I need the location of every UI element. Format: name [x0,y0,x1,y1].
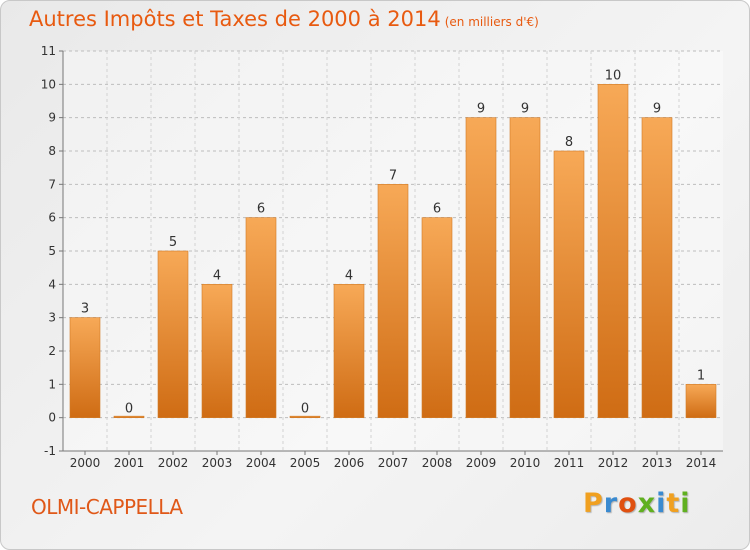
x-tick-label-2004: 2004 [246,456,277,470]
bar-2012 [597,84,629,418]
logo-letter: P [583,488,604,519]
chart-title: Autres Impôts et Taxes de 2000 à 2014 (en… [29,7,539,31]
y-tick-label: 7 [48,177,56,191]
y-tick-label: 9 [48,111,56,125]
chart-title-text: Autres Impôts et Taxes de 2000 à 2014 [29,7,441,31]
y-tick-label: 8 [48,144,56,158]
x-tick-label-2001: 2001 [114,456,145,470]
data-label-2007: 7 [389,168,397,183]
y-tick-label: -1 [44,444,56,458]
x-tick-label-2013: 2013 [642,456,673,470]
y-tick-label: 4 [48,277,56,291]
data-label-2011: 8 [565,135,573,150]
bar-2000 [69,317,101,418]
x-tick-label-2012: 2012 [598,456,629,470]
bar-2014 [685,384,717,418]
data-label-2012: 10 [605,68,622,83]
data-label-2005: 0 [301,402,309,417]
data-label-2008: 6 [433,202,441,217]
bar-2001 [113,415,145,418]
x-tick-label-2010: 2010 [510,456,541,470]
x-tick-label-2011: 2011 [554,456,585,470]
x-tick-label-2000: 2000 [70,456,101,470]
logo-letter: o [618,488,638,519]
data-label-2003: 4 [213,268,221,283]
logo-letter: x [637,488,657,519]
y-tick-label: 10 [41,77,56,91]
x-tick-label-2006: 2006 [334,456,365,470]
y-tick-label: 3 [48,311,56,325]
data-label-2002: 5 [169,235,177,250]
bar-2011 [553,150,585,418]
bar-layer [69,84,717,418]
commune-name: OLMI-CAPPELLA [31,495,183,519]
bar-2002 [157,250,189,418]
label-layer: -101234567891011320000200152002420036200… [41,44,717,470]
y-tick-label: 11 [41,44,56,58]
data-label-2001: 0 [125,402,133,417]
x-tick-label-2002: 2002 [158,456,189,470]
logo-letter: r [603,488,619,519]
chart-unit: (en milliers d'€) [444,15,539,29]
logo-letter: i [656,488,667,519]
x-tick-label-2007: 2007 [378,456,409,470]
x-tick-label-2009: 2009 [466,456,497,470]
data-label-2004: 6 [257,202,265,217]
bar-2009 [465,117,497,418]
y-tick-label: 5 [48,244,56,258]
y-tick-label: 2 [48,344,56,358]
y-tick-label: 0 [48,411,56,425]
bar-2003 [201,284,233,418]
proxiti-logo[interactable]: Proxiti [583,488,691,519]
data-label-2013: 9 [653,102,661,117]
bar-2005 [289,415,321,418]
bar-2007 [377,184,409,418]
axis-layer [59,50,723,455]
bar-2004 [245,217,277,418]
x-tick-label-2003: 2003 [202,456,233,470]
x-tick-label-2005: 2005 [290,456,321,470]
data-label-2006: 4 [345,268,353,283]
data-label-2014: 1 [697,368,705,383]
logo-letter: i [680,488,691,519]
data-label-2000: 3 [81,302,89,317]
logo-letter: t [666,488,681,519]
data-label-2009: 9 [477,102,485,117]
bar-2006 [333,284,365,418]
y-tick-label: 1 [48,377,56,391]
bar-2010 [509,117,541,418]
y-tick-label: 6 [48,211,56,225]
x-tick-label-2008: 2008 [422,456,453,470]
x-tick-label-2014: 2014 [686,456,717,470]
bar-2008 [421,217,453,418]
bar-2013 [641,117,673,418]
data-label-2010: 9 [521,102,529,117]
